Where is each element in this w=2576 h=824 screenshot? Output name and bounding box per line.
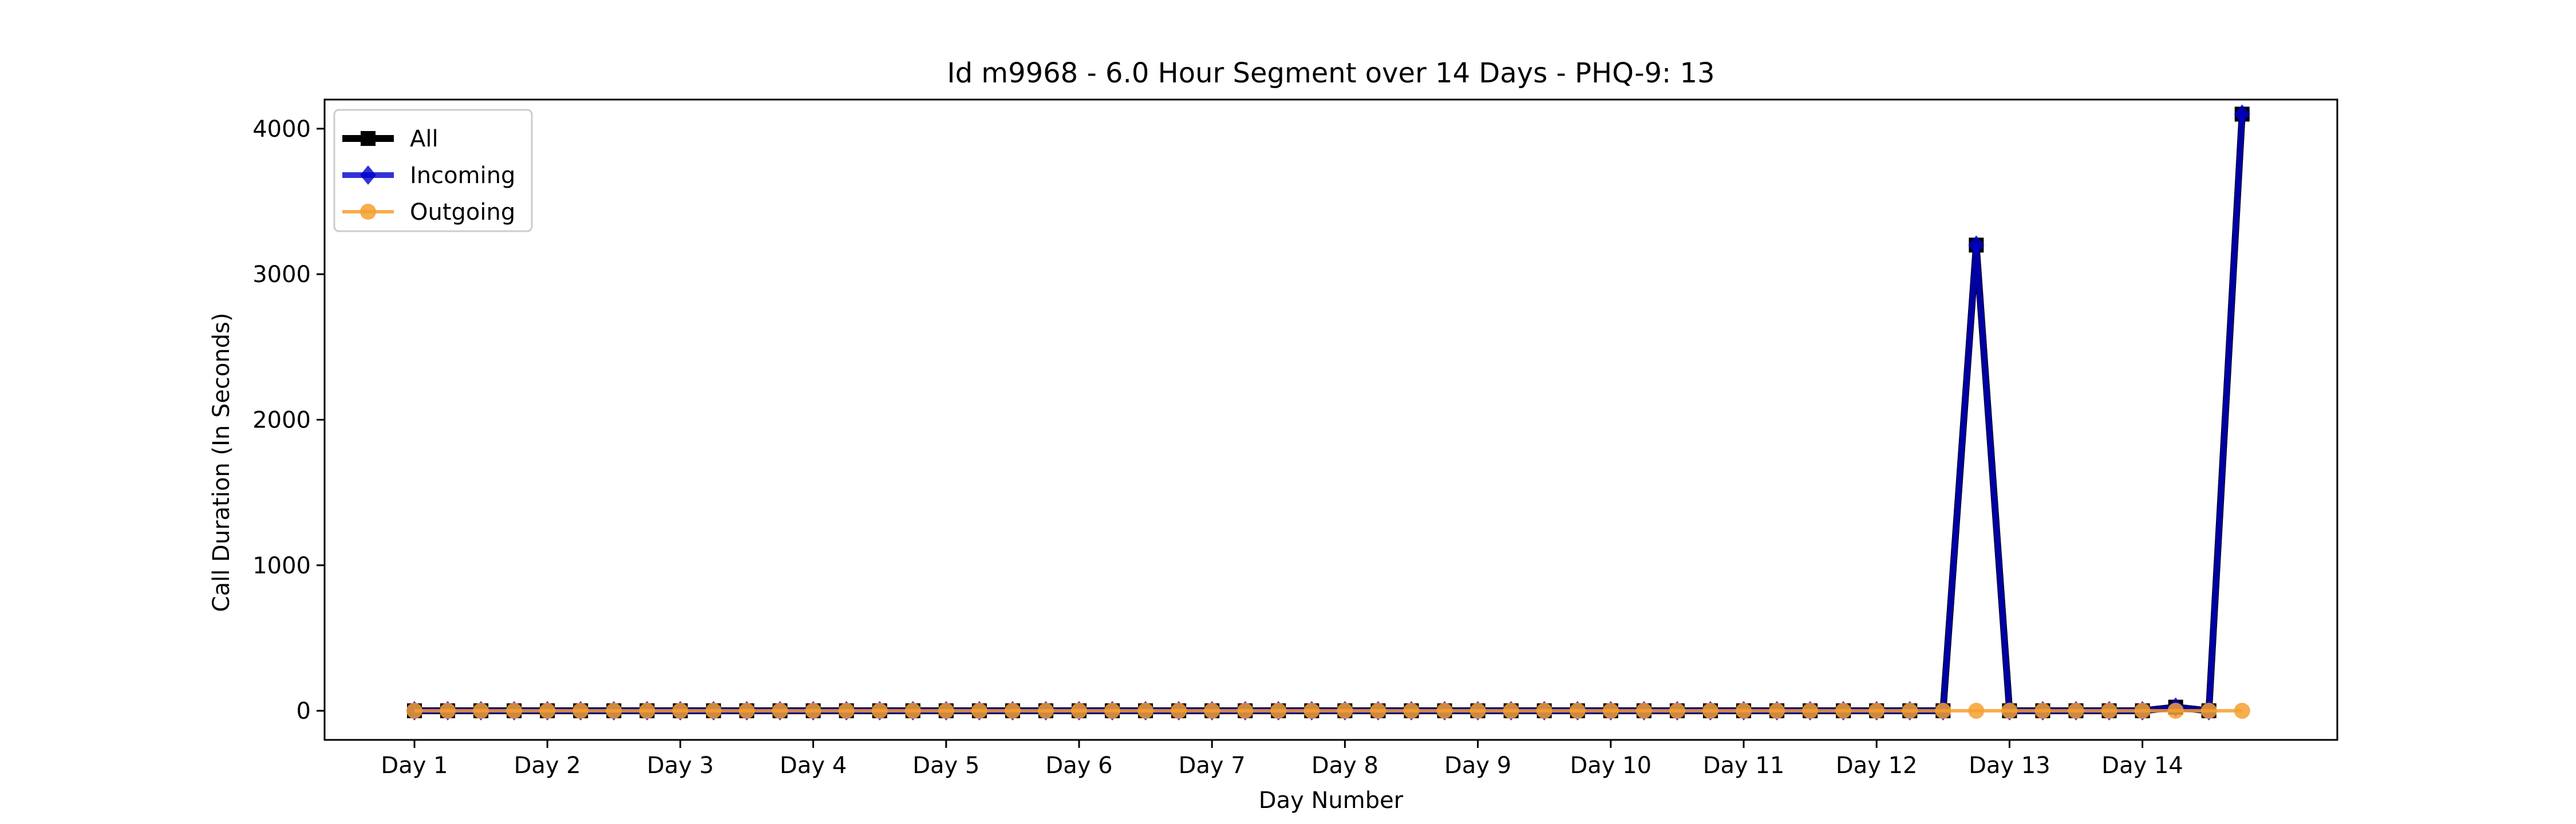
point-outgoing-9 [672,703,689,719]
point-outgoing-16 [904,703,921,719]
point-outgoing-41 [1736,703,1752,719]
legend-marker-incoming [360,165,376,185]
x-tick-label-day-9: Day 9 [1444,752,1511,779]
point-outgoing-25 [1204,703,1220,719]
point-outgoing-55 [2200,703,2217,719]
point-outgoing-5 [539,703,556,719]
point-outgoing-37 [1602,703,1619,719]
point-outgoing-4 [506,703,523,719]
point-outgoing-35 [1536,703,1552,719]
x-tick-label-day-5: Day 5 [912,752,979,779]
point-outgoing-46 [1902,703,1918,719]
legend-marker-all [361,131,376,146]
legend: All Incoming Outgoing [333,109,533,232]
x-tick-label-day-11: Day 11 [1703,752,1785,779]
point-outgoing-49 [2001,703,2018,719]
point-outgoing-52 [2101,703,2117,719]
point-incoming-48 [1968,235,1985,255]
legend-label-all: All [410,126,438,152]
point-outgoing-42 [1769,703,1785,719]
point-outgoing-14 [838,703,855,719]
x-tick-label-day-14: Day 14 [2101,752,2183,779]
point-outgoing-36 [1569,703,1586,719]
x-tick-label-day-3: Day 3 [647,752,714,779]
point-outgoing-7 [606,703,622,719]
point-outgoing-30 [1370,703,1386,719]
point-outgoing-28 [1303,703,1320,719]
x-tick-label-day-4: Day 4 [780,752,847,779]
plot-frame [323,98,2338,741]
point-outgoing-47 [1935,703,1951,719]
point-outgoing-33 [1469,703,1486,719]
point-outgoing-13 [805,703,821,719]
x-tick-label-day-8: Day 8 [1311,752,1378,779]
point-outgoing-31 [1403,703,1420,719]
point-outgoing-45 [1868,703,1885,719]
point-outgoing-29 [1337,703,1353,719]
point-outgoing-54 [2167,703,2184,719]
series-line-all [414,114,2246,715]
axes: 0 1000 2000 3000 4000 Day 1 Day 2 Day 3 Day 4 Day… [252,98,2338,779]
point-outgoing-2 [440,703,456,719]
point-outgoing-10 [705,703,722,719]
point-outgoing-22 [1104,703,1121,719]
point-outgoing-56 [2234,703,2250,719]
point-outgoing-26 [1237,703,1254,719]
point-outgoing-43 [1802,703,1819,719]
legend-label-incoming: Incoming [410,163,515,189]
point-outgoing-40 [1702,703,1718,719]
point-outgoing-50 [2034,703,2051,719]
x-tick-label-day-12: Day 12 [1836,752,1918,779]
x-tick-label-day-7: Day 7 [1179,752,1246,779]
point-outgoing-24 [1171,703,1187,719]
x-tick-label-day-13: Day 13 [1969,752,2050,779]
point-outgoing-53 [2134,703,2151,719]
point-outgoing-34 [1503,703,1519,719]
point-outgoing-39 [1669,703,1685,719]
point-outgoing-8 [639,703,655,719]
y-tick-label-2000: 2000 [252,407,311,434]
point-outgoing-27 [1270,703,1287,719]
point-incoming-56 [2234,104,2250,124]
y-axis-label: Call Duration (In Seconds) [208,313,235,612]
point-outgoing-19 [1004,703,1021,719]
point-outgoing-6 [572,703,589,719]
point-outgoing-51 [2068,703,2084,719]
legend-label-outgoing: Outgoing [410,199,515,225]
point-outgoing-20 [1037,703,1054,719]
y-tick-label-3000: 3000 [252,262,311,288]
point-outgoing-15 [871,703,888,719]
y-tick-label-1000: 1000 [252,553,311,579]
y-tick-label-4000: 4000 [252,116,311,142]
point-outgoing-23 [1137,703,1154,719]
point-outgoing-11 [738,703,755,719]
point-outgoing-3 [473,703,489,719]
x-tick-label-day-2: Day 2 [514,752,581,779]
x-tick-label-day-10: Day 10 [1570,752,1652,779]
point-outgoing-17 [938,703,954,719]
point-outgoing-1 [406,703,422,719]
point-outgoing-12 [772,703,788,719]
chart-title: Id m9968 - 6.0 Hour Segment over 14 Days… [947,57,1714,89]
point-outgoing-32 [1436,703,1453,719]
series-line-incoming [414,114,2245,714]
point-outgoing-18 [971,703,987,719]
point-outgoing-48 [1968,703,1985,719]
point-outgoing-44 [1835,703,1852,719]
x-tick-label-day-1: Day 1 [381,752,448,779]
point-outgoing-21 [1071,703,1087,719]
x-tick-label-day-6: Day 6 [1045,752,1112,779]
plot-area [406,104,2250,721]
legend-marker-outgoing [360,204,376,220]
point-outgoing-38 [1635,703,1652,719]
y-tick-label-0: 0 [297,698,311,724]
x-axis-label: Day Number [1259,787,1404,814]
